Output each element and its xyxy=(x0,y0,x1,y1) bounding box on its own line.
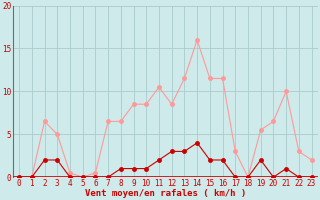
X-axis label: Vent moyen/en rafales ( km/h ): Vent moyen/en rafales ( km/h ) xyxy=(85,189,246,198)
